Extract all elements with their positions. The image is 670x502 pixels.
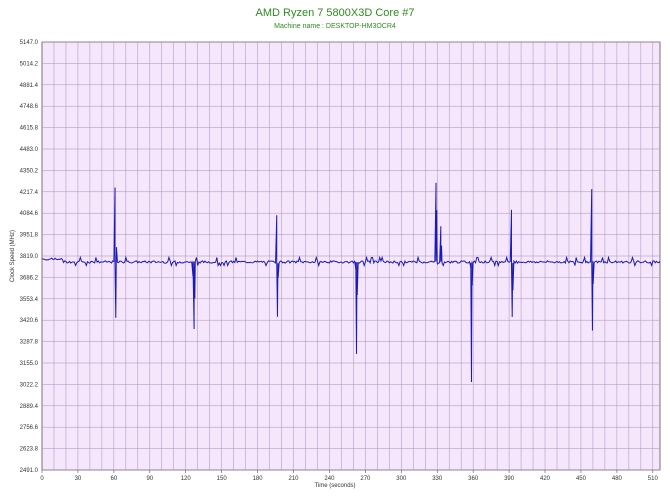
- spike-point: [591, 329, 594, 331]
- spike-point: [356, 293, 358, 296]
- x-tick-label: 120: [181, 476, 192, 482]
- y-tick-label: 2889.4: [20, 404, 39, 410]
- y-tick-label: 3686.2: [20, 275, 39, 281]
- x-axis-ticks: 0 30 60 90 120 150 180 210 240 270 300 330 360 390 420…: [40, 470, 658, 482]
- spike-point: [194, 297, 196, 299]
- x-tick-label: 210: [289, 476, 300, 482]
- grid-lines: [42, 41, 660, 471]
- x-tick-label: 90: [146, 476, 153, 482]
- spike-point: [471, 284, 473, 286]
- y-tick-label: 3553.4: [20, 297, 39, 303]
- spike-point: [511, 315, 513, 317]
- spike-point: [440, 226, 442, 228]
- spike-point: [440, 245, 443, 247]
- y-tick-label: 3287.8: [20, 340, 39, 346]
- y-tick-label: 5147.0: [20, 40, 39, 46]
- x-tick-label: 0: [40, 476, 44, 482]
- chart-subtitle: Machine name : DESKTOP-HM3OCR4: [274, 23, 396, 30]
- x-tick-label: 180: [253, 476, 264, 482]
- x-tick-label: 510: [648, 476, 659, 482]
- y-axis-label: Clock Speed (MHz): [10, 230, 16, 282]
- y-tick-label: 3951.8: [20, 233, 39, 239]
- y-tick-label: 4217.4: [20, 190, 39, 196]
- spike-point: [436, 263, 439, 265]
- spike-point: [592, 282, 594, 284]
- y-tick-label: 4881.4: [20, 83, 39, 89]
- y-tick-label: 2491.0: [20, 468, 39, 474]
- spike-point: [355, 268, 357, 270]
- y-tick-label: 3819.0: [20, 254, 39, 260]
- spike-point: [355, 352, 358, 354]
- series-layer: [41, 182, 661, 383]
- spike-point: [435, 182, 437, 184]
- y-tick-label: 3420.6: [20, 318, 39, 324]
- x-tick-label: 240: [324, 476, 335, 482]
- spike-point: [470, 266, 472, 268]
- spike-point: [115, 247, 118, 249]
- y-tick-label: 4084.6: [20, 211, 39, 217]
- y-tick-label: 5014.2: [20, 61, 39, 67]
- x-tick-label: 30: [75, 476, 82, 482]
- x-tick-label: 270: [360, 476, 371, 482]
- y-tick-label: 4615.8: [20, 126, 39, 132]
- x-tick-label: 300: [396, 476, 407, 482]
- y-tick-label: 4748.6: [20, 104, 39, 110]
- x-tick-label: 150: [217, 476, 228, 482]
- x-tick-label: 390: [504, 476, 515, 482]
- y-tick-label: 4350.2: [20, 168, 39, 174]
- x-tick-label: 420: [540, 476, 551, 482]
- y-tick-label: 2623.8: [20, 447, 39, 453]
- y-tick-label: 3155.0: [20, 361, 39, 367]
- spike-point: [277, 276, 279, 278]
- spike-point: [276, 315, 279, 317]
- spike-point: [192, 274, 194, 276]
- chart-title: AMD Ryzen 7 5800X3D Core #7: [256, 7, 415, 19]
- spike-point: [591, 189, 593, 191]
- spike-point: [115, 316, 117, 318]
- spike-point: [276, 215, 278, 217]
- spike-point: [193, 327, 195, 329]
- spike-point: [470, 380, 473, 383]
- x-tick-label: 480: [612, 476, 623, 482]
- x-tick-label: 330: [432, 476, 443, 482]
- x-tick-label: 360: [468, 476, 479, 482]
- y-tick-label: 3022.2: [20, 382, 39, 388]
- spike-point: [114, 187, 116, 189]
- spike-point: [512, 289, 514, 291]
- y-tick-label: 2756.6: [20, 425, 39, 431]
- x-axis-label: Time (seconds): [314, 483, 355, 489]
- y-tick-label: 4483.0: [20, 147, 39, 153]
- spike-point: [436, 210, 438, 212]
- spike-point: [510, 209, 513, 211]
- x-tick-label: 60: [111, 476, 118, 482]
- y-axis-ticks: 2491.0 2623.8 2756.6 2889.4 3022.2 3155.0 3287…: [20, 40, 39, 474]
- x-tick-label: 450: [576, 476, 587, 482]
